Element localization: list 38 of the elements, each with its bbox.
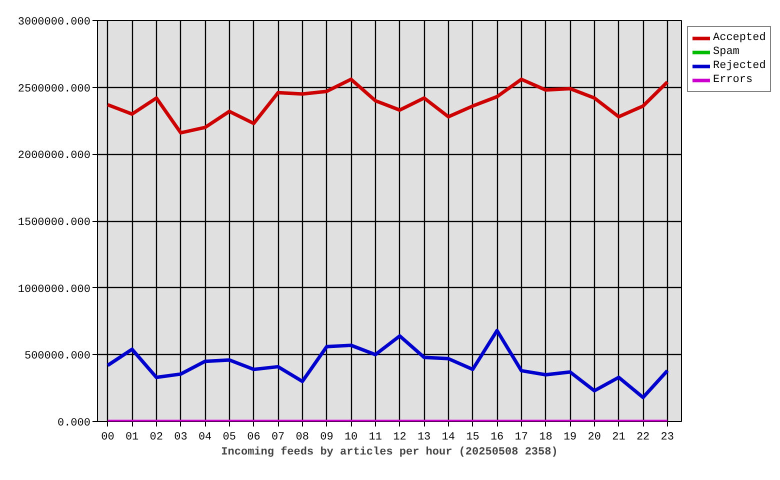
x-tick-label: 17 [514, 432, 528, 444]
x-tick-label: 01 [125, 432, 140, 444]
legend-label: Spam [713, 45, 740, 59]
x-tick-label: 15 [466, 432, 480, 444]
x-tick-label: 10 [344, 432, 358, 444]
x-tick-label: 03 [174, 432, 188, 444]
x-tick-label: 09 [320, 432, 334, 444]
line-series [106, 78, 670, 135]
x-axis-title: Incoming feeds by articles per hour (20250508 2358) [221, 446, 558, 458]
x-tick-label: 07 [271, 432, 285, 444]
x-tick-label: 11 [368, 432, 382, 444]
x-tick-label: 21 [612, 432, 626, 444]
x-tick-label: 20 [588, 432, 601, 444]
x-tick-label: 02 [150, 432, 163, 444]
x-tick-label: 14 [442, 432, 456, 444]
y-tick-label: 1000000.000 [18, 284, 91, 296]
x-tick-label: 23 [660, 432, 674, 444]
legend-label: Errors [713, 73, 753, 87]
x-tick-label: 08 [296, 432, 309, 444]
x-tick-label: 13 [417, 432, 431, 444]
y-tick-label: 2500000.000 [18, 83, 91, 96]
legend-label: Rejected [713, 59, 766, 73]
x-tick-label: 16 [490, 432, 504, 444]
line-series [106, 328, 670, 400]
x-tick-label: 04 [198, 432, 212, 444]
x-tick-label: 12 [393, 432, 406, 444]
x-tick-label: 00 [101, 432, 114, 444]
y-tick-label: 500000.000 [24, 350, 91, 363]
x-tick-label: 05 [222, 432, 236, 444]
x-tick-label: 18 [539, 432, 552, 444]
y-tick-label: 2000000.000 [18, 150, 91, 162]
x-tick-label: 06 [247, 432, 260, 444]
legend-label: Accepted [713, 31, 766, 45]
x-tick-label: 22 [636, 432, 650, 444]
y-tick-label: 1500000.000 [18, 217, 91, 229]
x-tick-label: 19 [563, 432, 577, 444]
y-tick-label: 0.000 [57, 418, 91, 430]
y-tick-label: 3000000.000 [18, 16, 91, 28]
